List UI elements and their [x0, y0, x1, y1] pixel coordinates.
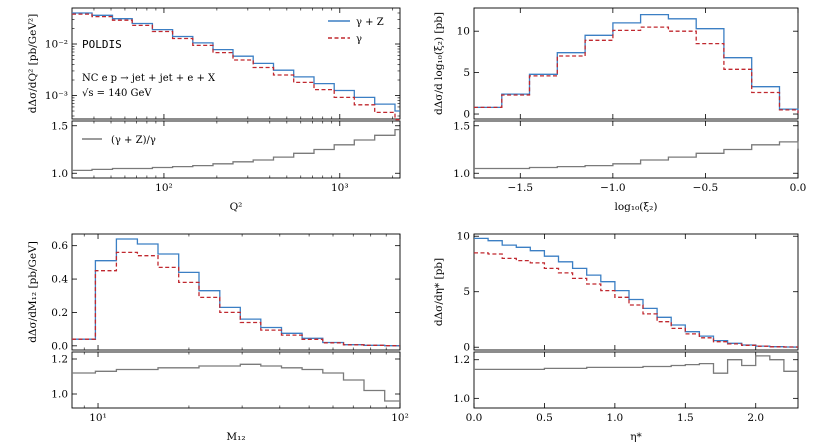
ratio-y-tick-label: 1.0: [51, 389, 68, 401]
chart-M12: 0.0 0.2 0.4 0.6 1.0 1.2 10¹ 10² M₁₂ dΔσ/dM₁₂ [pb/…: [27, 233, 409, 443]
x-axis-title: η*: [630, 431, 642, 443]
main-plot-frame: [473, 7, 799, 120]
ratio-y-tick-label: 1.5: [453, 120, 470, 132]
legend-label-gamma-z: γ + Z: [356, 17, 384, 28]
y-axis-title: dΔσ/dQ² [pb/GeV²]: [27, 14, 39, 113]
y-tick-label: 10: [457, 26, 470, 38]
main-plot-frame: [473, 233, 799, 351]
main-plot-frame: [71, 233, 401, 351]
x-tick-label: 0.0: [466, 412, 483, 424]
legend-ratio: (γ + Z)/γ: [82, 135, 156, 146]
ratio-y-tick-label: 1.0: [453, 168, 470, 180]
series-gamma: [72, 13, 400, 121]
x-tick-label: 1.0: [607, 412, 624, 424]
x-tick-label: 1.5: [677, 412, 694, 424]
x-tick-label: −1.5: [508, 182, 534, 194]
y-tick-label: 5: [463, 286, 470, 298]
y-tick-label: 0: [463, 342, 470, 354]
ratio-line: [72, 128, 400, 172]
series-gamma: [474, 26, 799, 114]
energy-label: √s = 140 GeV: [82, 88, 152, 99]
x-tick-label: 10³: [331, 182, 349, 194]
x-tick-label: −1.0: [600, 182, 626, 194]
chart-etastar: 0 5 10 1.0 1.2 0.0 0.5 1.0 1.5 2.0 η* dΔσ/dη* [pb]: [433, 231, 799, 443]
legend-label-gamma: γ: [356, 34, 362, 45]
y-tick-label: 0.6: [51, 240, 68, 252]
tool-label: POLDIS: [82, 38, 122, 51]
y-tick-label: 0.0: [51, 340, 68, 352]
chart-Q2: 10⁻³ 10⁻² 1.0 1.5 10² 10³ Q² dΔσ/dQ² [pb/GeV²]: [27, 7, 401, 213]
x-tick-label: 10²: [155, 182, 173, 194]
y-tick-label: 0.4: [51, 274, 68, 286]
ratio-line: [72, 363, 400, 402]
series-gamma-z: [474, 13, 799, 114]
x-tick-label: 10²: [391, 412, 409, 424]
ratio-y-tick-label: 1.5: [51, 120, 68, 132]
ratio-plot-frame: [71, 120, 401, 179]
annotations: POLDIS NC e p → jet + jet + e + X √s = 1…: [82, 38, 216, 99]
ratio-y-tick-label: 1.0: [51, 168, 68, 180]
series-gamma-z: [72, 238, 400, 347]
ratio-line: [474, 355, 798, 374]
series-gamma: [474, 252, 798, 348]
ratio-y-tick-label: 1.2: [453, 354, 470, 366]
y-tick-label: 0.2: [51, 307, 68, 319]
y-axis-title: dΔσ/dM₁₂ [pb/GeV]: [27, 241, 39, 343]
x-tick-label: −0.5: [693, 182, 719, 194]
ratio-plot-frame: [473, 120, 799, 179]
panels: 10⁻³ 10⁻² 1.0 1.5 10² 10³ Q² dΔσ/dQ² [pb/GeV²] 0…: [27, 7, 807, 443]
y-tick-label: 0: [463, 109, 470, 121]
ratio-plot-frame: [473, 351, 799, 409]
main-plot-frame: [71, 7, 401, 120]
x-axis-title: M₁₂: [226, 431, 245, 443]
y-tick-label: 10⁻³: [45, 90, 68, 102]
x-axis-title: log₁₀(ξ₂): [614, 201, 657, 213]
x-tick-label: 2.0: [747, 412, 764, 424]
chart-log10xi2: 0 5 10 1.0 1.5 −1.5 −1.0 −0.5 0.0 log₁₀(ξ₂) dΔσ/d …: [433, 7, 807, 213]
ratio-y-tick-label: 1.2: [51, 354, 68, 366]
y-tick-label: 10: [457, 231, 470, 243]
x-tick-label: 0.0: [790, 182, 807, 194]
x-axis-title: Q²: [230, 201, 243, 213]
ratio-line: [474, 141, 799, 170]
y-tick-label: 10⁻²: [45, 39, 68, 51]
y-axis-title: dΔσ/d log₁₀(ξ₂) [pb]: [433, 12, 445, 115]
series-gamma-z: [474, 237, 798, 348]
x-tick-label: 10¹: [89, 412, 107, 424]
ratio-y-tick-label: 1.0: [453, 393, 470, 405]
x-tick-label: 0.5: [536, 412, 553, 424]
y-tick-label: 5: [463, 67, 470, 79]
y-axis-title: dΔσ/dη* [pb]: [433, 258, 445, 326]
legend-label-ratio: (γ + Z)/γ: [111, 135, 156, 146]
series-gamma: [72, 251, 400, 347]
ratio-plot-frame: [71, 351, 401, 409]
legend-main: γ + Z γ: [328, 17, 384, 45]
process-label: NC e p → jet + jet + e + X: [82, 73, 216, 84]
